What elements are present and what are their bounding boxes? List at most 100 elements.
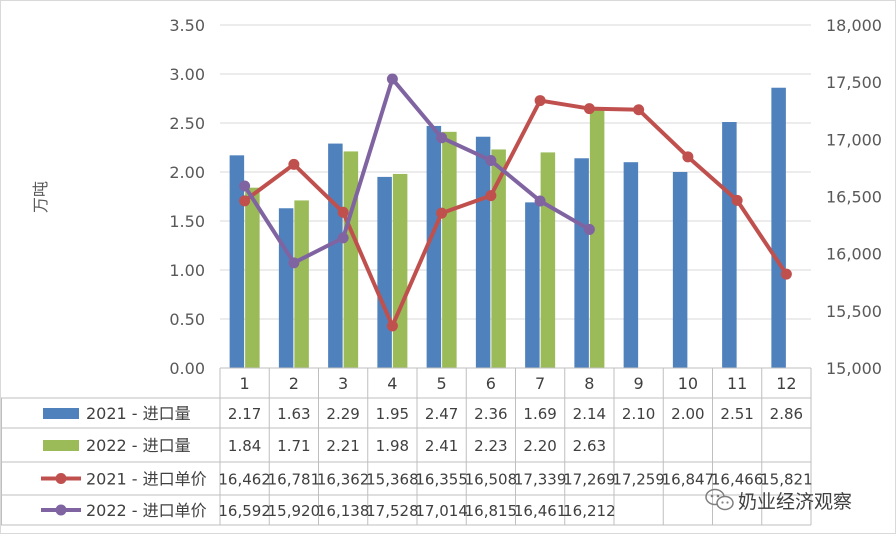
line-point [485, 154, 497, 166]
left-tick-label: 0.50 [169, 310, 205, 329]
category-label: 9 [634, 374, 644, 393]
legend-key-bar [43, 408, 79, 419]
bar-2022 [491, 149, 506, 368]
right-axis: 15,000 15,500 16,000 16,500 17,000 17,500 18,0… [826, 16, 882, 378]
table-cell-value: 1.95 [376, 405, 409, 423]
bar-2022 [343, 151, 359, 368]
bar-2021 [229, 155, 245, 368]
table-cell-value: 15,920 [268, 502, 321, 520]
series-line-2022 [242, 76, 591, 265]
series-line-2021 [243, 98, 789, 328]
bar-2021 [525, 202, 540, 368]
table-cell-value: 2.21 [326, 437, 359, 455]
table-cell-value: 2.14 [573, 405, 606, 423]
table-cell-value: 16,138 [317, 502, 370, 520]
table-cell-value: 16,461 [514, 502, 567, 520]
line-point [731, 194, 743, 206]
left-tick-label: 0.00 [169, 359, 205, 378]
table-cell-value: 15,821 [760, 471, 813, 489]
table-cell-value: 17,269 [563, 471, 616, 489]
right-tick-label: 16,000 [826, 245, 882, 264]
table-cell-value: 17,528 [366, 502, 419, 520]
left-tick-label: 3.00 [169, 65, 205, 84]
table-cell-value: 2.17 [228, 405, 261, 423]
category-label: 7 [535, 374, 545, 393]
category-label: 10 [678, 374, 698, 393]
left-tick-label: 1.50 [169, 212, 205, 231]
legend-key-marker [55, 504, 67, 516]
right-tick-label: 17,500 [826, 73, 882, 92]
table-cell-value: 1.69 [523, 405, 556, 423]
watermark: 奶业经济观察 [705, 488, 852, 513]
line-point [337, 206, 349, 218]
line-point [337, 232, 349, 244]
line-point [288, 158, 300, 170]
table-cell-value: 16,362 [317, 471, 370, 489]
lines [239, 73, 792, 332]
legend-label: 2022 - 进口量 [86, 436, 191, 455]
table-cell-value: 1.98 [376, 437, 409, 455]
line-point [583, 103, 595, 115]
line-point [288, 257, 300, 269]
table-cell-value: 2.10 [622, 405, 655, 423]
bar-2022 [442, 131, 457, 368]
table-cell-value: 16,462 [218, 471, 271, 489]
left-tick-label: 2.50 [169, 114, 205, 133]
line-point [386, 320, 398, 332]
table-cell-value: 16,508 [465, 471, 518, 489]
category-label: 11 [727, 374, 747, 393]
table-cell-value: 15,368 [366, 471, 419, 489]
bar-2022 [245, 187, 260, 368]
category-label: 1 [240, 374, 250, 393]
table-cell-value: 16,781 [268, 471, 321, 489]
left-tick-label: 1.00 [169, 261, 205, 280]
y-axis-label: 万吨 [31, 181, 50, 213]
line-point [534, 195, 546, 207]
category-label: 12 [776, 374, 796, 393]
table-cell-value: 1.71 [277, 437, 310, 455]
table-cell-value: 2.51 [720, 405, 753, 423]
line-point [436, 207, 448, 219]
table-cell-value: 16,466 [711, 471, 764, 489]
table-cell-value: 2.41 [425, 437, 458, 455]
legend-key-bar [43, 440, 79, 451]
table-cell-value: 2.86 [770, 405, 803, 423]
wechat-icon [705, 488, 734, 511]
legend-label: 2021 - 进口单价 [86, 470, 207, 489]
right-tick-label: 18,000 [826, 16, 882, 35]
table-cell-value: 1.63 [277, 405, 310, 423]
category-label: 3 [338, 374, 348, 393]
table-cell-value: 2.20 [523, 437, 556, 455]
legend-label: 2022 - 进口单价 [86, 501, 207, 520]
bar-2021 [574, 158, 589, 368]
line-point [633, 104, 645, 116]
line-point [780, 268, 792, 280]
bar-2021 [328, 143, 343, 368]
category-label: 5 [437, 374, 447, 393]
table-cell-value: 16,592 [218, 502, 271, 520]
line-point [239, 195, 251, 207]
table-cell-value: 17,259 [612, 471, 665, 489]
bar-2021 [771, 87, 786, 368]
bar-2021 [623, 162, 639, 368]
line-point [485, 190, 497, 202]
bar-2021 [377, 176, 392, 368]
right-tick-label: 17,000 [826, 130, 882, 149]
category-label: 2 [289, 374, 299, 393]
line-point [239, 180, 251, 192]
category-label: 6 [486, 374, 496, 393]
table-cell-value: 17,014 [415, 502, 468, 520]
table-cell-value: 16,212 [563, 502, 616, 520]
bar-2021 [475, 136, 491, 368]
legend-key-marker [55, 473, 67, 484]
legend-label: 2021 - 进口量 [86, 404, 191, 423]
table-cell-value: 17,339 [514, 471, 567, 489]
line-point [386, 73, 398, 85]
bar-2021 [722, 122, 737, 369]
gridlines [220, 24, 811, 320]
right-tick-label: 15,000 [826, 359, 882, 378]
bar-2021 [278, 208, 294, 368]
bar-2021 [426, 125, 442, 368]
